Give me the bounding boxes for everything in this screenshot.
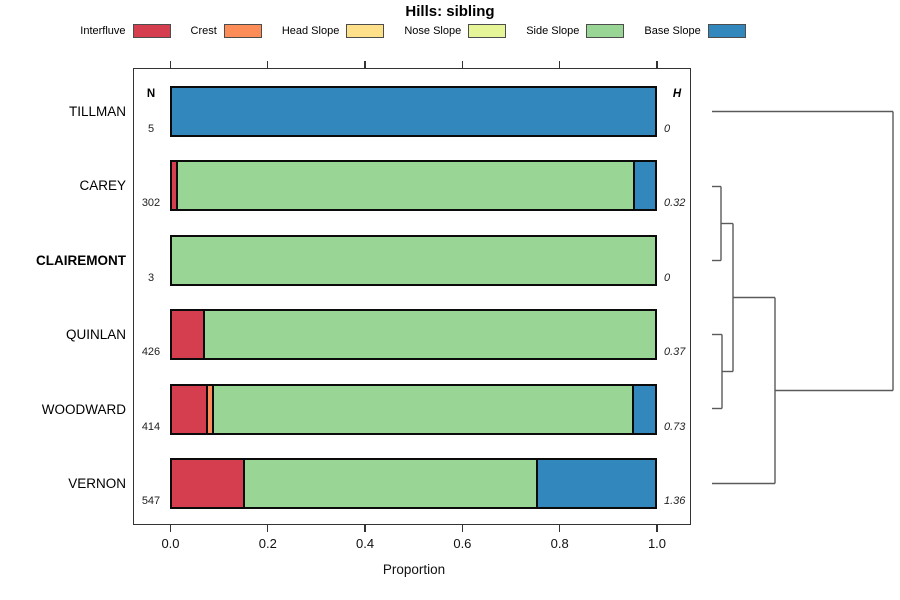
legend-swatch-icon <box>132 24 171 38</box>
bar-clairemont <box>170 235 657 286</box>
x-tick-label: 0.4 <box>356 536 375 551</box>
x-tick <box>267 525 269 532</box>
x-tick <box>461 525 464 532</box>
legend-item-head-slope: Head Slope <box>282 24 385 38</box>
legend-swatch-icon <box>346 24 385 38</box>
x-tick <box>169 525 172 532</box>
bar-segment-side-slope <box>204 311 655 358</box>
chart-title: Hills: sibling <box>405 3 495 20</box>
h-column-header: H <box>672 88 682 100</box>
x-tick-top <box>559 61 561 68</box>
bar-segment-interfluve <box>172 460 246 507</box>
n-value: 414 <box>141 421 161 433</box>
bar-segment-base-slope <box>537 460 655 507</box>
bar-segment-interfluve <box>172 386 209 433</box>
bar-woodward <box>170 384 657 435</box>
h-value: 0.32 <box>664 197 686 209</box>
legend-label: Crest <box>190 25 217 37</box>
bar-tillman <box>170 86 657 137</box>
legend-label: Interfluve <box>80 25 126 37</box>
x-tick-top <box>267 61 269 68</box>
bar-segment-side-slope <box>172 237 655 284</box>
n-value: 5 <box>147 123 155 135</box>
bar-segment-side-slope <box>245 460 538 507</box>
x-tick-top <box>656 61 658 68</box>
bar-segment-base-slope <box>634 386 655 433</box>
h-value: 1.36 <box>664 495 686 507</box>
category-label-woodward: WOODWARD <box>41 402 126 417</box>
h-value: 0 <box>664 123 671 135</box>
legend-item-base-slope: Base Slope <box>644 24 746 38</box>
legend-label: Head Slope <box>281 25 340 37</box>
legend-label: Nose Slope <box>404 25 462 37</box>
category-label-vernon: VERNON <box>68 476 126 491</box>
x-tick-top <box>364 61 366 68</box>
legend-item-nose-slope: Nose Slope <box>404 24 507 38</box>
n-column-header: N <box>146 88 156 100</box>
bar-segment-base-slope <box>172 88 655 135</box>
bar-segment-base-slope <box>634 162 655 209</box>
x-tick-label: 0.8 <box>550 536 569 551</box>
legend-item-interfluve: Interfluve <box>80 24 171 38</box>
bar-carey <box>170 160 657 211</box>
legend-swatch-icon <box>586 24 625 38</box>
legend: Interfluve Crest Head Slope Nose Slope Side … <box>0 24 826 38</box>
bar-vernon <box>170 458 657 509</box>
h-value: 0.37 <box>664 346 686 358</box>
category-label-clairemont: CLAIREMONT <box>36 253 126 268</box>
legend-swatch-icon <box>468 24 507 38</box>
bar-segment-side-slope <box>214 386 635 433</box>
category-label-quinlan: QUINLAN <box>65 327 126 342</box>
category-label-tillman: TILLMAN <box>68 104 126 119</box>
x-tick <box>559 525 561 532</box>
bar-segment-interfluve <box>172 162 178 209</box>
x-tick-label: 0.2 <box>258 536 277 551</box>
plot-panel <box>133 68 691 525</box>
x-tick-label: 0.6 <box>453 536 472 551</box>
x-tick <box>656 525 658 532</box>
bar-quinlan <box>170 309 657 360</box>
h-value: 0.73 <box>664 421 686 433</box>
n-value: 547 <box>141 495 161 507</box>
bar-segment-crest <box>208 386 215 433</box>
category-label-carey: CAREY <box>79 178 126 193</box>
x-tick <box>364 525 366 532</box>
h-value: 0 <box>664 272 671 284</box>
legend-item-side-slope: Side Slope <box>526 24 625 38</box>
legend-label: Base Slope <box>644 25 701 37</box>
x-tick-top <box>461 61 464 68</box>
x-tick-label: 0.0 <box>161 536 180 551</box>
n-value: 3 <box>147 272 155 284</box>
n-value: 302 <box>141 197 161 209</box>
legend-item-crest: Crest <box>191 24 262 38</box>
legend-swatch-icon <box>707 24 746 38</box>
legend-swatch-icon <box>223 24 262 38</box>
n-value: 426 <box>141 346 161 358</box>
bar-segment-interfluve <box>172 311 205 358</box>
x-axis-label: Proportion <box>382 562 446 577</box>
bar-segment-side-slope <box>177 162 635 209</box>
x-tick-label: 1.0 <box>647 536 667 551</box>
x-tick-top <box>169 61 172 68</box>
legend-label: Side Slope <box>526 25 580 37</box>
